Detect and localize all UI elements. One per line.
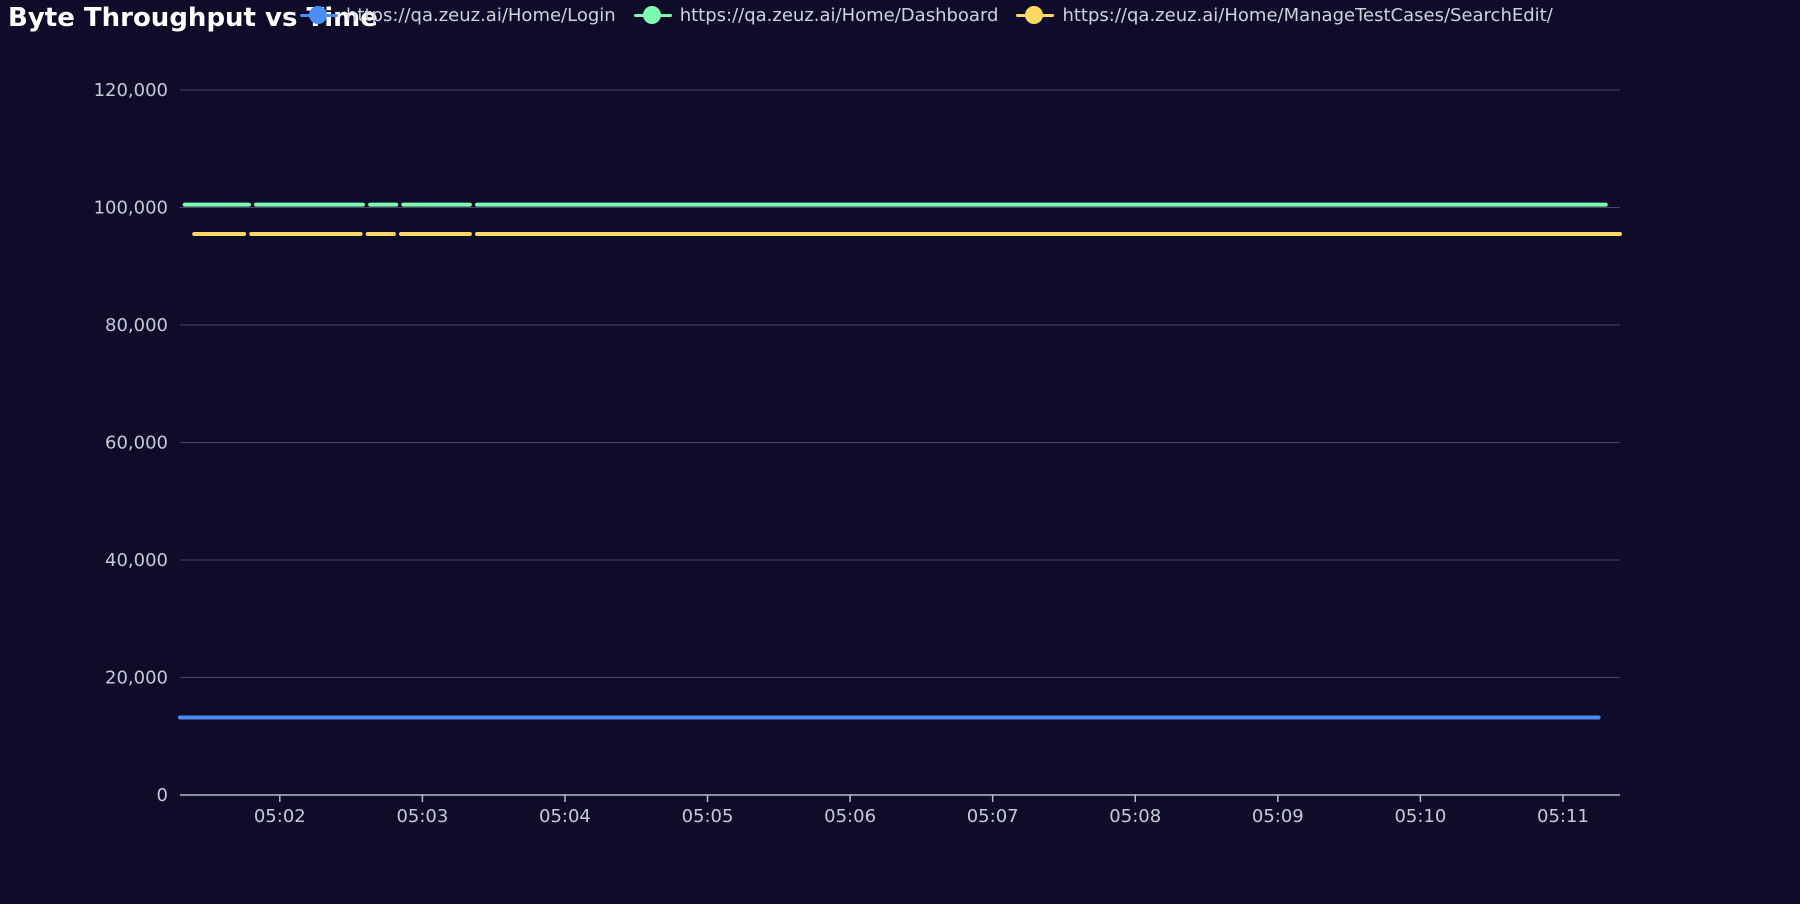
legend-item-2[interactable]: https://qa.zeuz.ai/Home/Dashboard — [633, 4, 999, 26]
legend-label: https://qa.zeuz.ai/Home/ManageTestCases/… — [1062, 4, 1553, 26]
x-tick-label: 05:02 — [254, 806, 306, 827]
legend-item-3[interactable]: https://qa.zeuz.ai/Home/ManageTestCases/… — [1016, 4, 1553, 26]
legend-marker-icon — [300, 5, 338, 25]
y-tick-label: 100,000 — [94, 198, 168, 219]
x-tick-label: 05:07 — [967, 806, 1019, 827]
x-tick-label: 05:11 — [1537, 806, 1589, 827]
x-tick-label: 05:04 — [539, 806, 591, 827]
legend-label: https://qa.zeuz.ai/Home/Dashboard — [679, 4, 999, 26]
y-tick-label: 20,000 — [105, 668, 168, 689]
y-tick-label: 80,000 — [105, 315, 168, 336]
legend-marker-icon — [1016, 5, 1055, 25]
y-tick-label: 0 — [157, 785, 168, 806]
x-tick-label: 05:05 — [682, 806, 734, 827]
y-tick-label: 40,000 — [105, 550, 168, 571]
x-tick-label: 05:08 — [1109, 806, 1161, 827]
legend-label: https://qa.zeuz.ai/Home/Login — [346, 4, 616, 26]
x-tick-label: 05:10 — [1394, 806, 1446, 827]
x-tick-label: 05:03 — [396, 806, 448, 827]
y-tick-label: 120,000 — [94, 80, 168, 101]
y-tick-label: 60,000 — [105, 433, 168, 454]
legend-item-1[interactable]: https://qa.zeuz.ai/Home/Login — [300, 5, 616, 26]
chart-legend: https://qa.zeuz.ai/Home/Login https://qa.… — [300, 2, 1553, 28]
legend-marker-icon — [633, 5, 672, 25]
x-tick-label: 05:06 — [824, 806, 876, 827]
x-tick-label: 05:09 — [1252, 806, 1304, 827]
